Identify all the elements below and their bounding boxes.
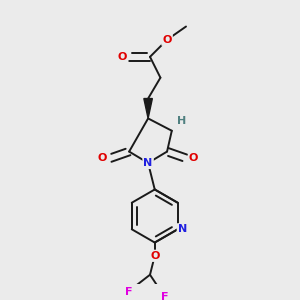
Text: N: N (143, 158, 153, 168)
Text: O: O (162, 35, 172, 45)
Text: F: F (161, 292, 169, 300)
Text: O: O (150, 251, 159, 261)
Text: O: O (118, 52, 127, 62)
Polygon shape (144, 98, 152, 118)
Text: O: O (98, 153, 107, 163)
Text: N: N (178, 224, 187, 234)
Text: H: H (177, 116, 186, 126)
Text: F: F (125, 287, 133, 297)
Text: O: O (189, 153, 198, 163)
